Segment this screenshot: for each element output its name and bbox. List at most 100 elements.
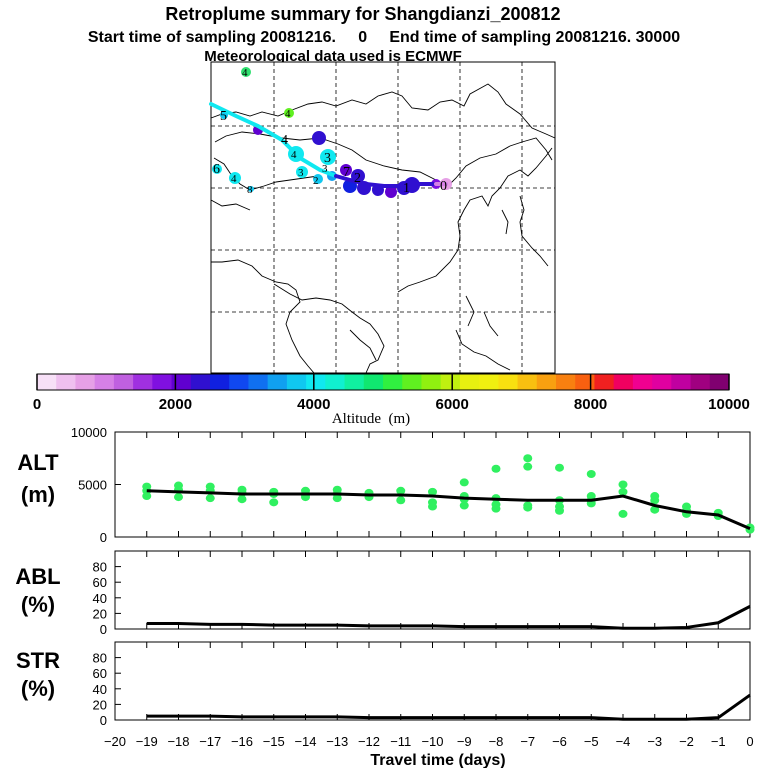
day-label-0: 0: [440, 179, 447, 194]
x-tick-label: −20: [104, 734, 126, 749]
y-tick-label: 0: [100, 622, 107, 637]
colorbar-cell: [632, 374, 653, 390]
map-frame: [210, 61, 556, 374]
y-axis-label: (%): [21, 592, 55, 617]
day-label-8: 8: [247, 184, 253, 196]
x-tick-label: −4: [616, 734, 631, 749]
met-data-line: Meteorological data used is ECMWF: [204, 48, 462, 65]
altitude-point: [428, 487, 437, 496]
colorbar-cell: [94, 374, 115, 390]
y-axis-label: ABL: [15, 564, 60, 589]
x-tick-label: −2: [679, 734, 694, 749]
colorbar-cell: [113, 374, 134, 390]
altitude-point: [650, 496, 660, 505]
y-tick-label: 5000: [78, 478, 107, 493]
colorbar-cell: [613, 374, 634, 390]
dot-label-c: 4: [291, 149, 297, 161]
colorbar-tick-label: 10000: [708, 396, 750, 413]
colorbar-cell: [594, 374, 615, 390]
x-tick-label: −13: [326, 734, 348, 749]
plume-centroid-line: [209, 102, 448, 188]
y-tick-label: 80: [93, 651, 107, 666]
day-label-7: 7: [343, 165, 350, 180]
colorbar-cell: [479, 374, 499, 390]
x-axis-label: Travel time (days): [370, 752, 505, 768]
colorbar-cell: [421, 374, 442, 390]
colorbar-cell: [709, 374, 730, 390]
sampling-time-line: Start time of sampling 20081216. 0 End t…: [88, 29, 680, 46]
y-tick-label: 10000: [71, 425, 107, 440]
day-label-2: 2: [354, 171, 361, 186]
y-tick-label: 20: [93, 606, 107, 621]
altitude-point: [396, 486, 406, 495]
dot-label-f: 2: [313, 175, 319, 187]
dot-label-b: 4: [285, 108, 291, 120]
altitude-point: [269, 498, 279, 507]
x-tick-label: −5: [584, 734, 599, 749]
colorbar-tick-label: 4000: [297, 396, 330, 413]
abl-line: [146, 605, 751, 630]
altitude-point: [142, 492, 152, 501]
altitude-point: [586, 470, 596, 478]
altitude-point: [650, 505, 660, 514]
chart-panel-alt: 10000 5000 0 ALT (m): [17, 425, 755, 545]
trajectory-day-labels: 0 1 2 3 4 5 6 7 8: [213, 109, 447, 196]
altitude-point: [491, 464, 501, 473]
day-label-4: 4: [281, 133, 288, 148]
day-label-5: 5: [220, 109, 227, 124]
colorbar-cell: [575, 374, 595, 390]
plot-frame: [114, 550, 751, 630]
colorbar-cell: [517, 374, 538, 390]
x-tick-label: −12: [358, 734, 380, 749]
dot-label-g: 3: [322, 163, 328, 175]
colorbar-cell: [267, 374, 288, 390]
mean-altitude-line: [146, 489, 751, 530]
x-tick-label: −18: [167, 734, 189, 749]
colorbar-cell: [152, 374, 173, 390]
colorbar-cell: [556, 374, 576, 390]
altitude-point: [428, 502, 437, 511]
x-tick-label: −11: [390, 734, 411, 749]
colorbar-cell: [690, 374, 711, 390]
colorbar-ticks: 0 2000 4000 6000 8000 10000: [33, 374, 750, 413]
colorbar-cell: [286, 374, 307, 390]
x-tick-label: −10: [421, 734, 443, 749]
y-tick-label: 40: [93, 682, 107, 697]
altitude-point: [332, 494, 342, 503]
altitude-point: [237, 495, 247, 504]
x-tick-label: −7: [520, 734, 535, 749]
colorbar-tick-label: 0: [33, 396, 41, 413]
altitude-point: [618, 509, 628, 518]
figure-title: Retroplume summary for Shangdianzi_20081…: [165, 4, 560, 24]
colorbar-cell: [210, 374, 230, 390]
x-tick-label: −6: [552, 734, 567, 749]
colorbar-label: Altitude (m): [332, 411, 410, 427]
x-tick-label: −17: [199, 734, 221, 749]
colorbar-tick-label: 8000: [574, 396, 607, 413]
colorbar-tick-label: 2000: [159, 396, 192, 413]
trajectory-map: 0 1 2 3 4 5 6 7 8 4 4 4 4 3 2 3: [209, 61, 556, 374]
colorbar-cell: [325, 374, 346, 390]
dot-label-e: 3: [298, 167, 304, 179]
x-tick-label: −16: [231, 734, 253, 749]
x-tick-label: −3: [647, 734, 662, 749]
y-tick-label: 0: [100, 713, 107, 728]
altitude-point: [555, 463, 564, 472]
y-axis-label: STR: [16, 648, 60, 673]
colorbar-tick-label: 6000: [436, 396, 469, 413]
colorbar-cell: [37, 374, 57, 390]
altitude-point: [174, 493, 183, 502]
colorbar-cell: [536, 374, 557, 390]
x-tick-label: −15: [263, 734, 285, 749]
altitude-point: [523, 454, 533, 463]
colorbar-cell: [306, 374, 326, 390]
dot-label-a: 4: [242, 67, 248, 79]
colorbar-cell: [652, 374, 672, 390]
colorbar-cell: [440, 374, 461, 390]
colorbar-cell: [402, 374, 422, 390]
str-line: [146, 693, 751, 721]
altitude-point: [396, 496, 406, 505]
plot-frame: [114, 641, 751, 721]
